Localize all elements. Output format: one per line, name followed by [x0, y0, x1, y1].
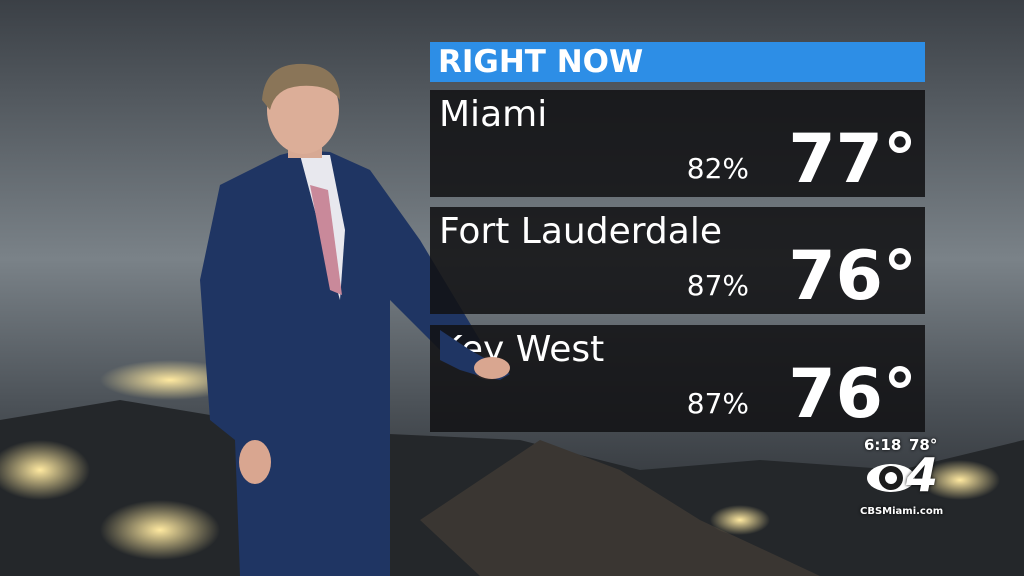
bug-website: CBSMiami.com: [860, 506, 944, 517]
humidity: 87%: [686, 387, 749, 420]
city-panel: Fort Lauderdale 87% 76°: [430, 207, 925, 316]
temperature: 76°: [788, 237, 917, 316]
cbs-eye-logo: [867, 464, 915, 492]
presenter-hand: [440, 330, 510, 380]
city-name: Miami: [439, 94, 548, 135]
humidity: 82%: [686, 152, 749, 185]
city-name: Fort Lauderdale: [439, 211, 722, 252]
header-title: RIGHT NOW: [430, 42, 925, 82]
bug-temperature: 78°: [909, 436, 938, 454]
bug-channel: 4: [906, 448, 939, 502]
city-panel: Miami 82% 77°: [430, 90, 925, 199]
humidity: 87%: [686, 269, 749, 302]
bug-time: 6:18: [864, 436, 902, 454]
temperature: 76°: [788, 355, 917, 434]
temperature: 77°: [788, 120, 917, 199]
